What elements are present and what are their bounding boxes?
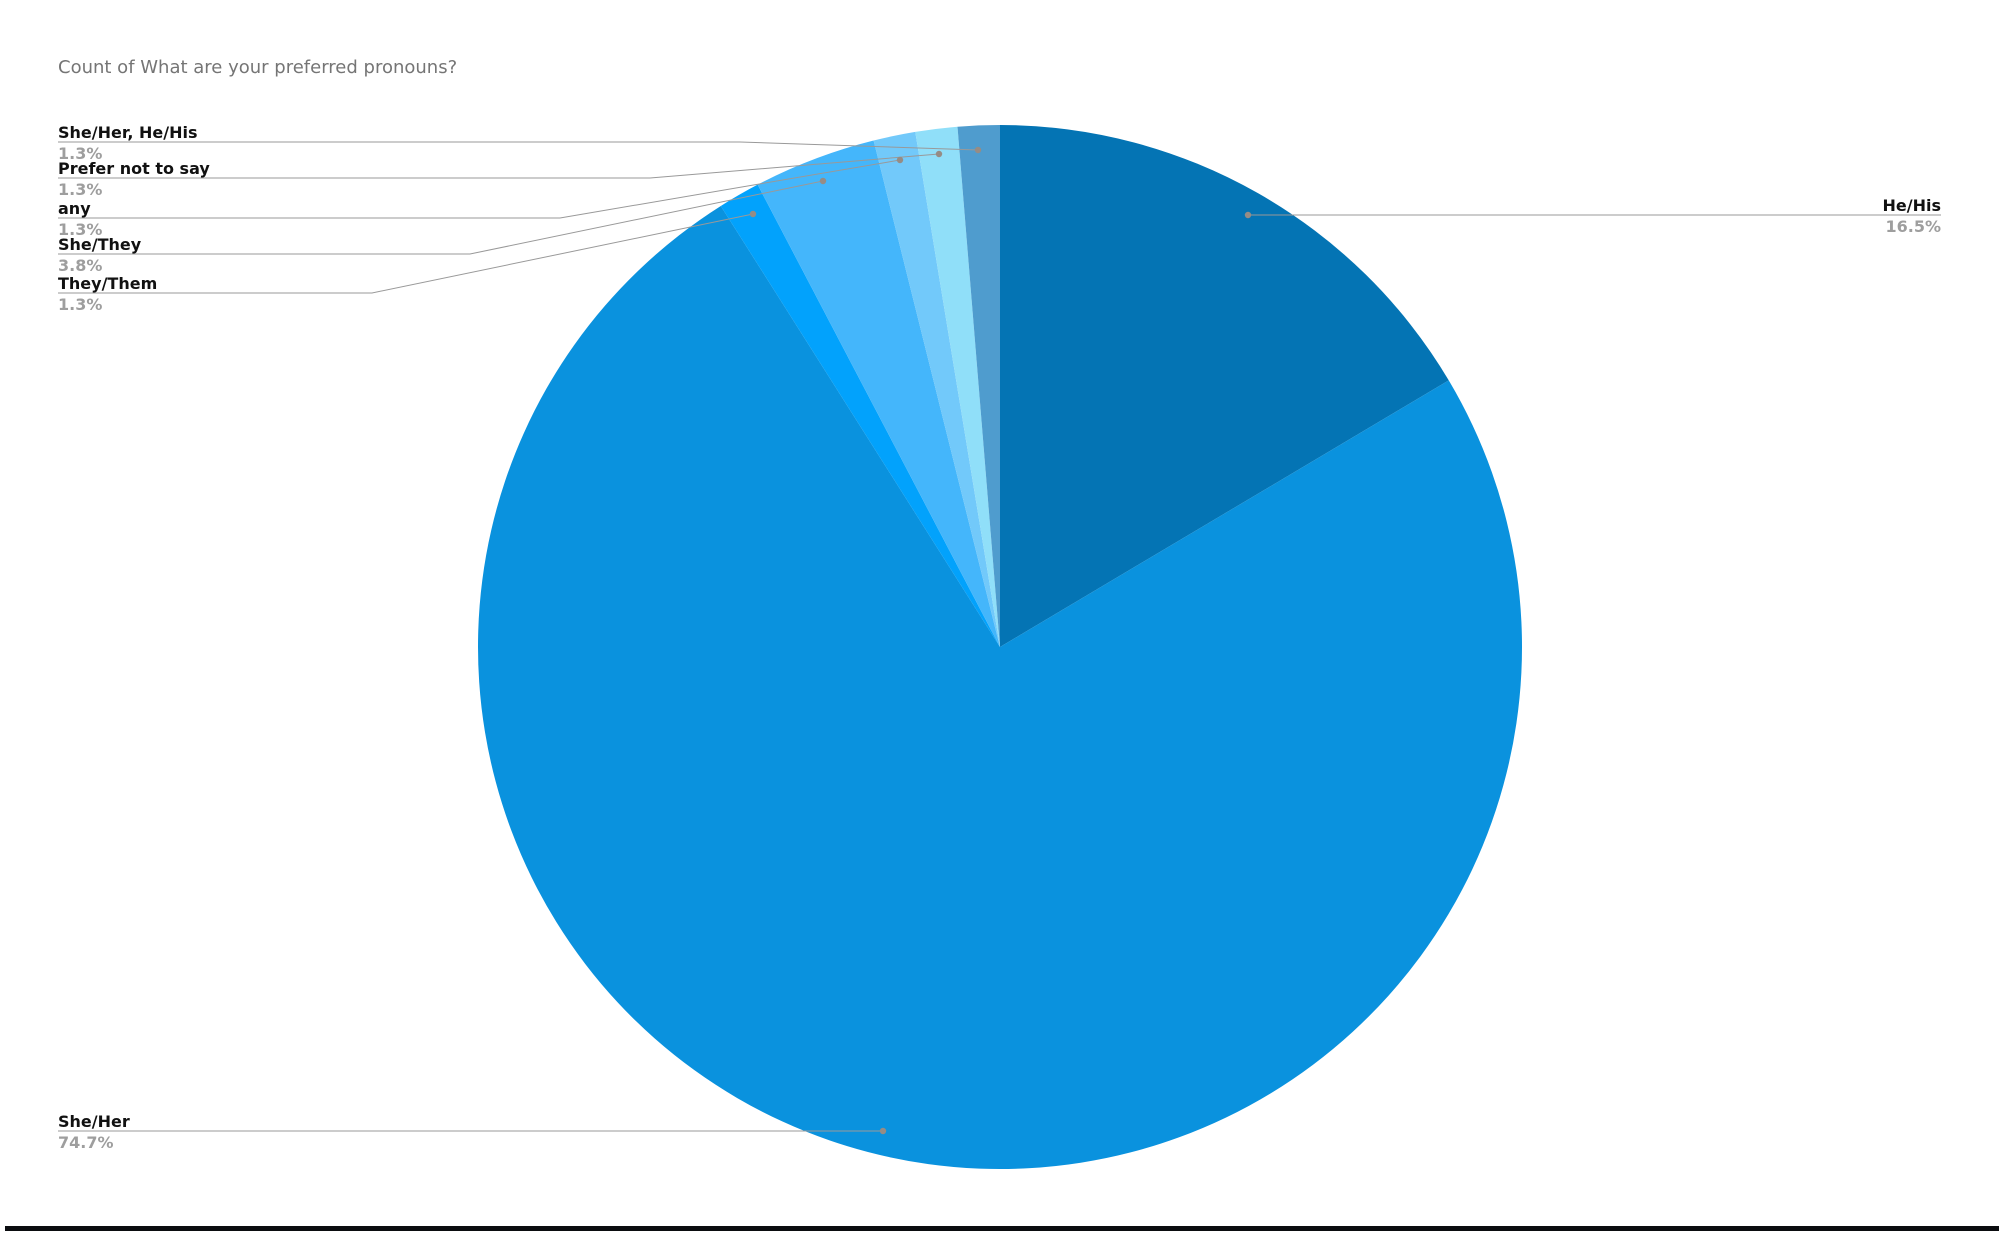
leader-dot-prefer-not-to-say bbox=[935, 150, 943, 158]
leader-line-any bbox=[58, 159, 901, 219]
chart-title: Count of What are your preferred pronoun… bbox=[58, 57, 458, 78]
callout-she-her: She/Her 74.7% bbox=[58, 1113, 130, 1152]
pie-slice-she-her[interactable] bbox=[478, 205, 1523, 1170]
leader-line-she-they bbox=[58, 180, 824, 255]
callout-label: He/His bbox=[1882, 196, 1941, 215]
leader-dot-she-they bbox=[819, 177, 827, 185]
callout-label: Prefer not to say bbox=[58, 159, 210, 178]
callout-label: She/Her, He/His bbox=[58, 123, 198, 142]
pie-slice-any[interactable] bbox=[873, 131, 1000, 648]
callout-he-his: He/His 16.5% bbox=[1883, 197, 1941, 236]
pie-slice-prefer-not-to-say[interactable] bbox=[915, 126, 1000, 648]
leader-line-she-her-he-his bbox=[58, 141, 979, 151]
callout-label: She/They bbox=[58, 235, 142, 254]
callout-percent: 1.3% bbox=[58, 180, 103, 199]
leader-dot-she-her-he-his bbox=[974, 146, 982, 154]
callout-she-her-he-his: She/Her, He/His 1.3% bbox=[58, 124, 198, 163]
callout-prefer-not-to-say: Prefer not to say 1.3% bbox=[58, 160, 210, 199]
callout-any: any 1.3% bbox=[58, 200, 102, 239]
leader-dot-any bbox=[896, 156, 904, 164]
callout-percent: 74.7% bbox=[58, 1133, 114, 1152]
pie-slice-she-they[interactable] bbox=[757, 140, 1000, 647]
pie-slice-she-her-he-his[interactable] bbox=[957, 124, 1000, 647]
leader-dot-she-her bbox=[879, 1127, 887, 1135]
bottom-edge-bar bbox=[5, 1226, 1999, 1231]
leader-line-prefer-not-to-say bbox=[58, 153, 940, 179]
callout-she-they: She/They 3.8% bbox=[58, 236, 141, 275]
callout-label: any bbox=[58, 199, 91, 218]
callout-they-them: They/Them 1.3% bbox=[58, 275, 157, 314]
callout-percent: 1.3% bbox=[58, 220, 103, 239]
callout-label: She/Her bbox=[58, 1112, 130, 1131]
leader-dot-they-them bbox=[749, 210, 757, 218]
callout-percent: 1.3% bbox=[58, 295, 103, 314]
pie-slice-they-them[interactable] bbox=[720, 184, 1000, 648]
pie-slice-he-his[interactable] bbox=[1000, 125, 1449, 647]
leader-line-they-them bbox=[58, 213, 754, 294]
callout-percent: 16.5% bbox=[1885, 217, 1941, 236]
callout-label: They/Them bbox=[58, 274, 158, 293]
leader-dot-he-his bbox=[1244, 211, 1252, 219]
callout-percent: 3.8% bbox=[58, 256, 103, 275]
callout-percent: 1.3% bbox=[58, 144, 103, 163]
